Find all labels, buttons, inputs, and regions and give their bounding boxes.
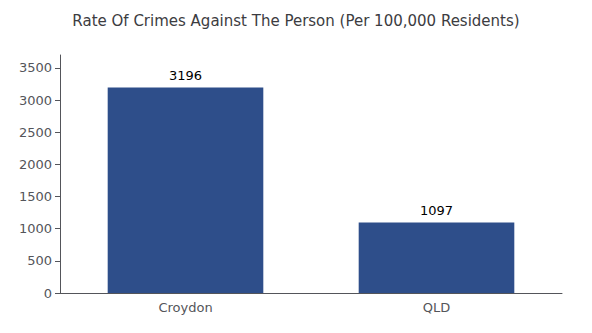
svg-text:QLD: QLD (423, 300, 451, 315)
svg-text:Croydon: Croydon (158, 300, 212, 315)
svg-text:3000: 3000 (19, 93, 52, 108)
svg-text:Rate Of Crimes Against The Per: Rate Of Crimes Against The Person (Per 1… (72, 12, 519, 30)
svg-text:1097: 1097 (420, 203, 453, 218)
svg-text:3196: 3196 (169, 68, 202, 83)
svg-text:2500: 2500 (19, 125, 52, 140)
svg-text:0: 0 (44, 286, 52, 301)
svg-text:2000: 2000 (19, 157, 52, 172)
svg-text:500: 500 (27, 253, 52, 268)
svg-text:1000: 1000 (19, 221, 52, 236)
svg-text:3500: 3500 (19, 60, 52, 75)
svg-text:1500: 1500 (19, 189, 52, 204)
